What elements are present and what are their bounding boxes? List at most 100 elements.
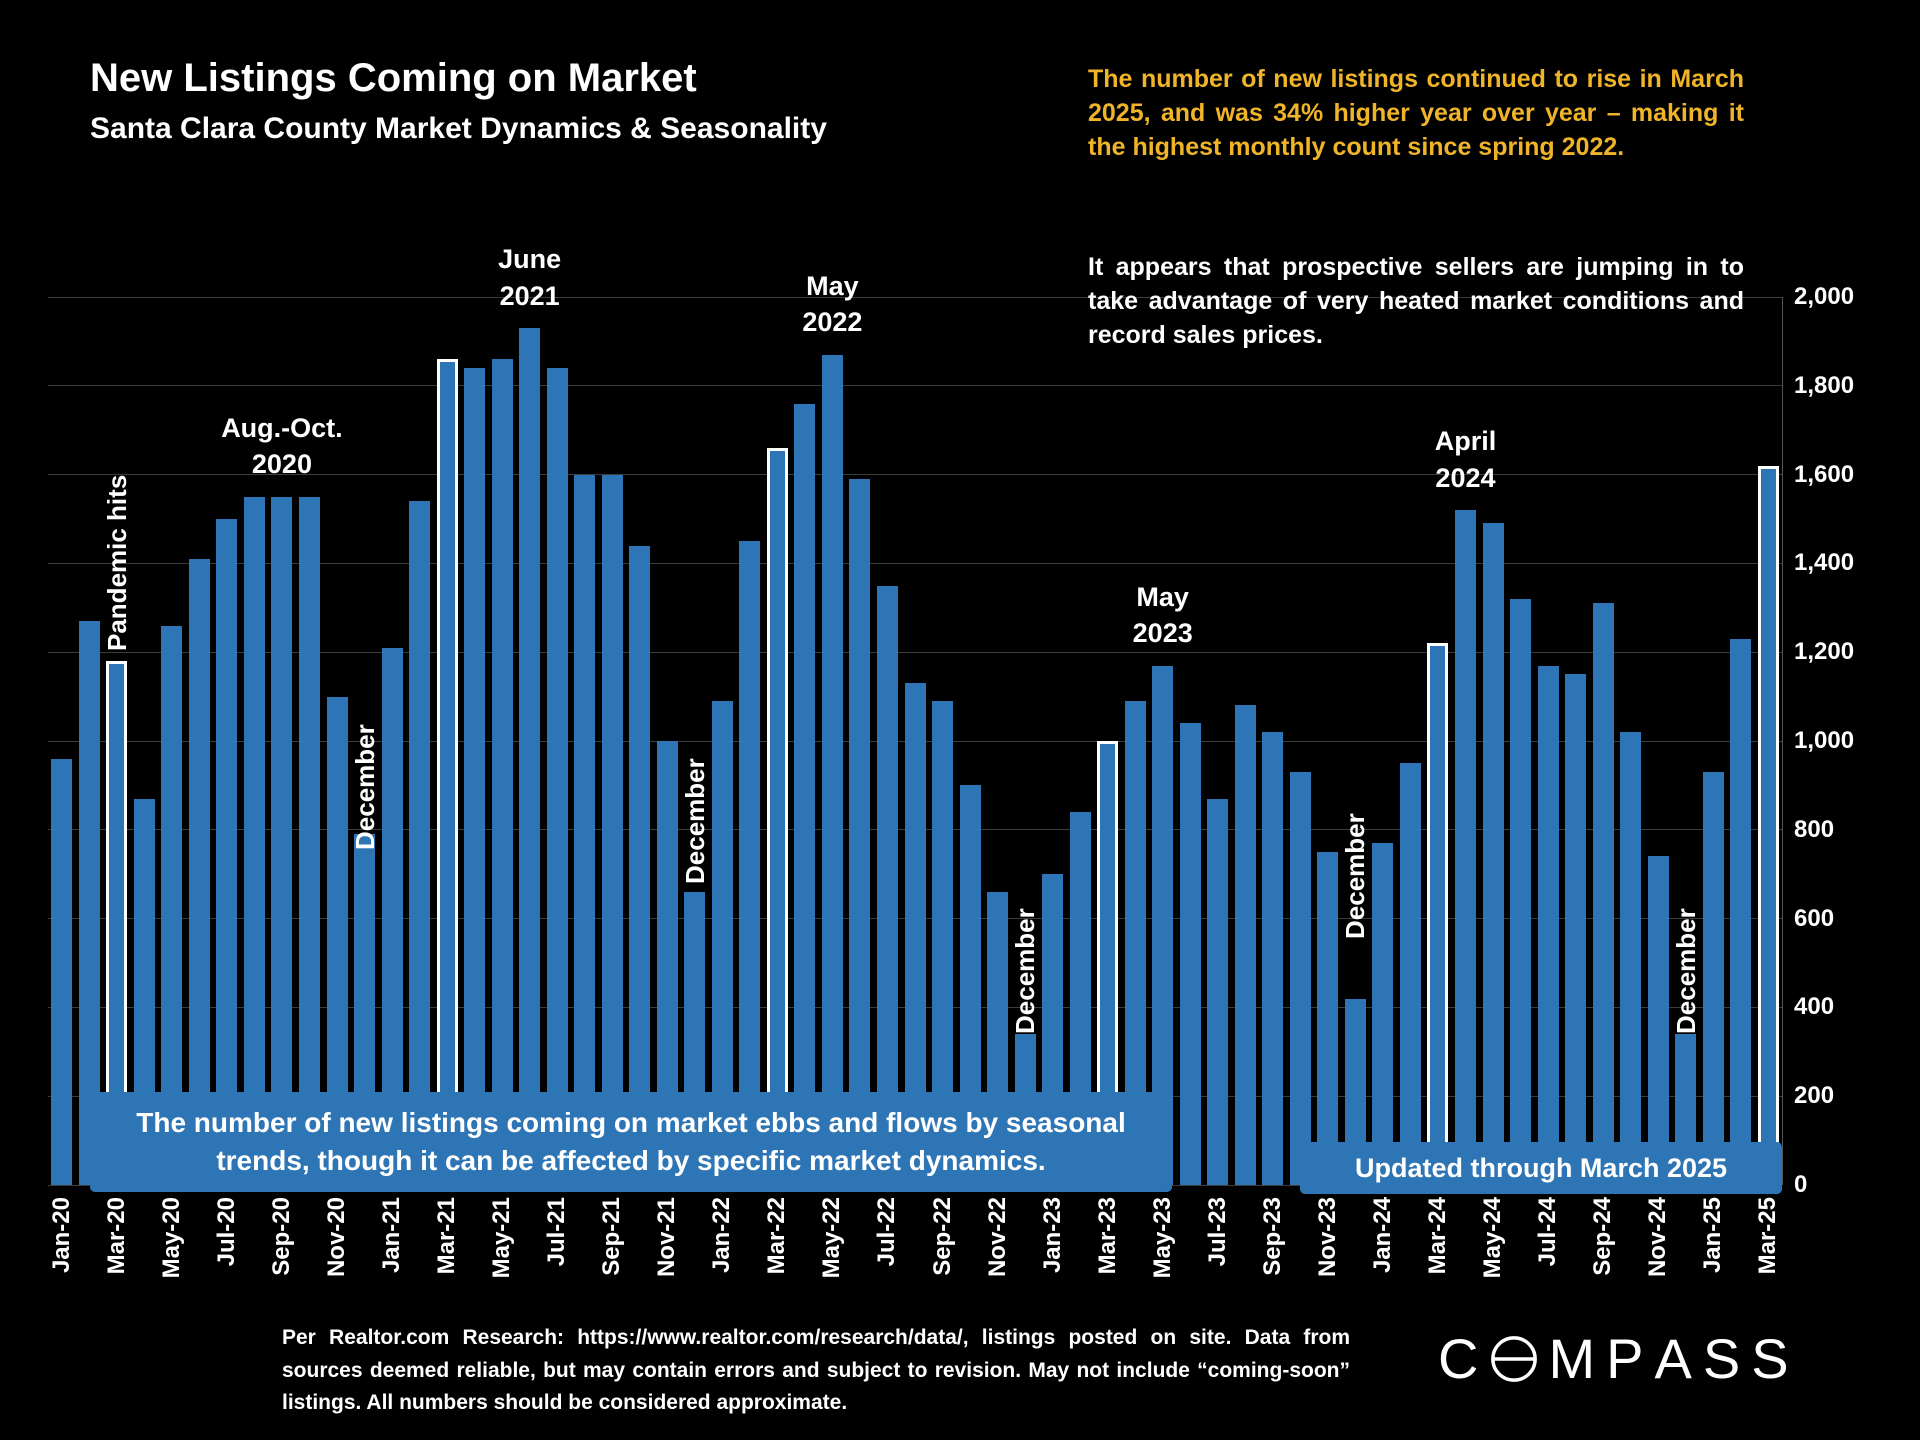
x-axis-label: Sep-22 [928,1197,956,1276]
chart-bar-Sep-21 [601,474,623,1185]
chart-bar-Oct-24 [1620,732,1642,1185]
annotation-Dec-21: December [679,758,710,884]
x-axis-label: Sep-24 [1589,1197,1617,1276]
annotation-line: 2021 [499,280,560,311]
chart-bar-Jan-22 [711,701,733,1185]
commentary-highlight: The number of new listings continued to … [1088,65,1744,161]
x-axis-label: Jul-21 [543,1197,571,1267]
y-axis-label: 1,200 [1794,638,1855,666]
logo-letter: A [1654,1327,1694,1390]
x-axis-label: Jan-20 [47,1197,75,1274]
x-axis-label: Sep-20 [267,1197,295,1276]
annotation-Dec-22: December [1010,908,1041,1035]
logo-letter: M [1548,1327,1598,1390]
chart-bar-Aug-24 [1565,674,1587,1185]
chart-bar-Jan-21 [381,647,403,1185]
y-axis-label: 1,000 [1794,727,1855,754]
gridline-1,600 [48,474,1782,476]
chart-bar-Jun-24 [1510,598,1532,1185]
y-axis-label: 200 [1794,1082,1835,1110]
chart-bar-Jul-22 [876,585,898,1185]
x-axis-label: Nov-23 [1313,1197,1341,1278]
commentary-secondary: It appears that prospective sellers are … [1088,253,1744,349]
logo-letter: C [1438,1327,1481,1390]
chart-bar-Jan-20 [51,758,73,1185]
annotation-line: 2022 [802,307,863,338]
gridline-2,000 [48,296,1782,298]
chart-bar-Feb-25 [1730,638,1752,1185]
x-axis-label: Jan-21 [378,1197,406,1274]
annotation-line: June [498,244,562,275]
updated-note-text: Updated through March 2025 [1354,1152,1728,1183]
x-axis-label: Sep-23 [1258,1197,1286,1276]
annotation-May-23: May 2023 [1133,579,1193,652]
chart-bar-Mar-24 [1427,643,1449,1185]
x-axis-label: Jul-24 [1534,1197,1562,1267]
chart-bar-Jun-21 [519,328,541,1185]
chart-bar-Mar-25 [1757,465,1779,1185]
y-axis-label: 600 [1794,904,1835,932]
annotation-Dec-20: December [349,724,380,851]
chart-bar-Jul-20 [216,519,238,1185]
chart-bar-Apr-20 [133,798,155,1185]
chart-bar-Jan-25 [1702,772,1724,1185]
chart-bar-Apr-24 [1454,510,1476,1185]
x-axis-label: Nov-22 [983,1197,1011,1278]
y-axis-line [1782,297,1783,1185]
chart-bar-Oct-22 [959,785,981,1185]
y-axis-label: 2,000 [1794,283,1855,310]
x-axis-label: Jul-22 [873,1197,901,1267]
chart-bar-Sep-24 [1592,603,1614,1185]
y-axis-label: 800 [1794,815,1835,843]
annotation-line: 2020 [251,449,312,480]
chart-bar-Aug-20 [243,496,265,1185]
x-axis-label: Mar-21 [433,1197,461,1275]
page-subtitle: Santa Clara County Market Dynamics & Sea… [90,112,827,145]
logo-letter: P [1606,1327,1646,1390]
chart-bar-Jul-24 [1537,665,1559,1185]
annotation-Sep-20: Aug.-Oct. 2020 [221,410,343,483]
y-axis-label: 1,400 [1794,549,1855,577]
x-axis-label: Jan-24 [1368,1197,1396,1274]
chart-bar-Feb-22 [739,541,761,1185]
x-axis-label: Mar-24 [1423,1197,1451,1275]
chart-bar-Aug-21 [574,474,596,1185]
x-axis-label: May-24 [1479,1197,1506,1279]
annotation-Apr-24: April 2024 [1435,423,1497,496]
x-axis-label: May-22 [818,1197,846,1279]
chart-bar-Nov-21 [656,741,678,1185]
chart-bar-Nov-20 [326,696,348,1185]
x-axis-label: Jul-20 [212,1197,240,1267]
chart-bar-Apr-23 [1124,701,1146,1185]
chart-bar-Feb-21 [409,501,431,1185]
chart-bar-Jan-24 [1372,843,1394,1185]
chart-bar-Nov-24 [1647,856,1669,1185]
gridline-1,400 [48,562,1782,564]
x-axis-label: Jul-23 [1203,1197,1231,1267]
x-axis-label: Jan-22 [708,1197,736,1274]
x-axis-label: Jan-25 [1699,1197,1727,1274]
chart-bar-Mar-21 [436,359,458,1185]
x-axis-label: Nov-24 [1644,1197,1672,1278]
y-axis-label: 1,800 [1794,371,1855,399]
annotation-May-22: May 2022 [802,268,862,341]
chart-bar-Apr-21 [464,368,486,1185]
chart-bar-Aug-23 [1234,705,1256,1185]
x-axis-label: Mar-23 [1093,1197,1121,1275]
caption-box: The number of new listings coming on mar… [90,1092,1172,1192]
annotation-Jun-21: June 2021 [498,241,561,314]
updated-note-box: Updated through March 2025 [1300,1142,1782,1194]
chart-bar-Jul-21 [546,368,568,1185]
chart-bar-Jun-22 [849,479,871,1185]
x-axis-label: Sep-21 [598,1197,626,1276]
chart-bar-Jul-23 [1207,798,1229,1185]
y-axis-label: 400 [1794,993,1835,1021]
chart-bar-Jun-23 [1179,723,1201,1185]
footer-disclaimer: Per Realtor.com Research: https://www.re… [282,1326,1350,1415]
chart-bar-May-23 [1152,665,1174,1185]
y-axis-label: 1,600 [1794,460,1855,488]
chart-bar-Feb-24 [1399,763,1421,1185]
chart-bar-Feb-23 [1069,812,1091,1185]
